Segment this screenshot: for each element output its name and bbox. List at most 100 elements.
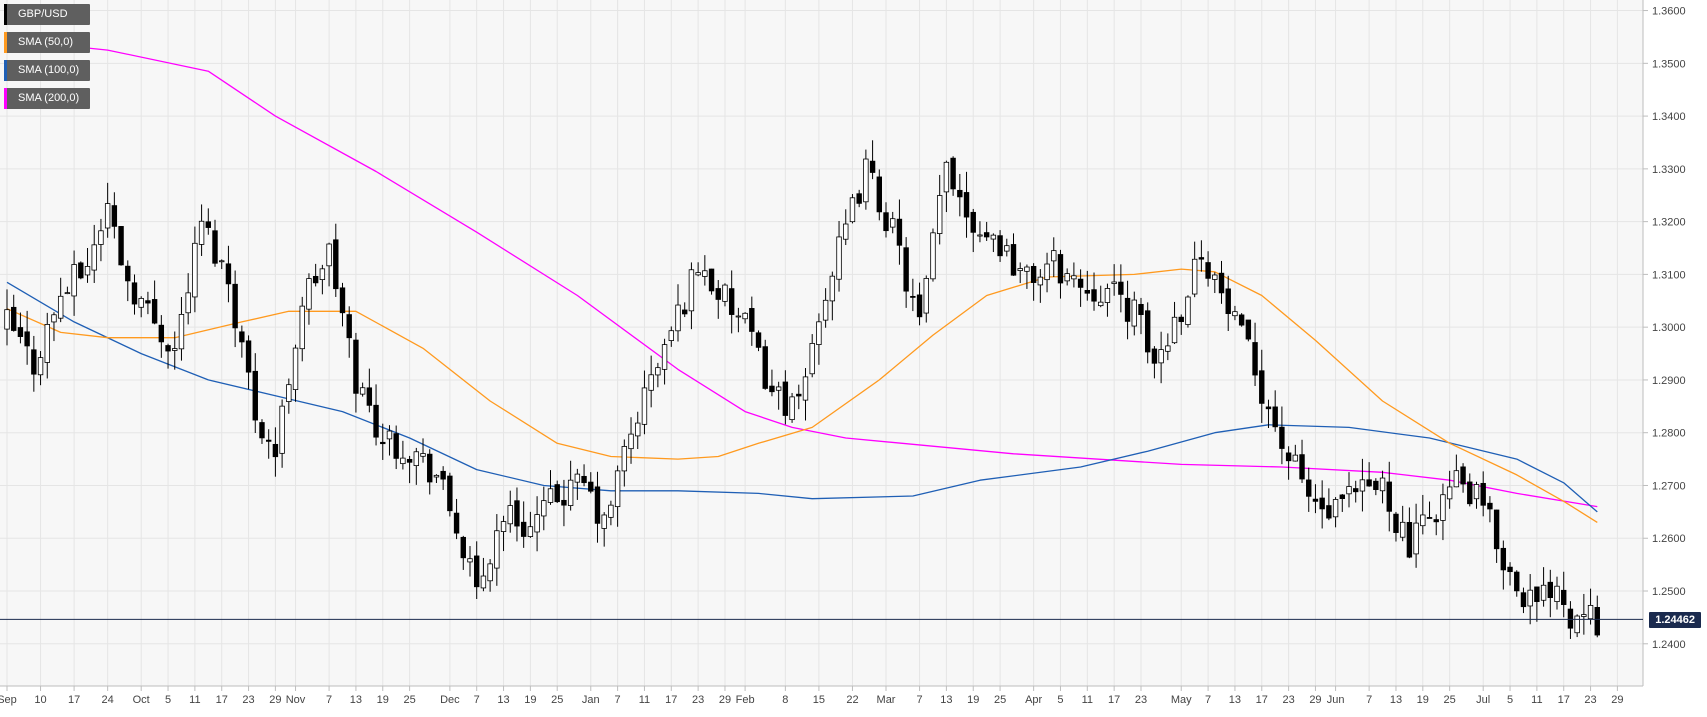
candle-down bbox=[588, 481, 594, 492]
candle-up bbox=[1399, 521, 1406, 538]
x-tick-label: 22 bbox=[846, 694, 858, 706]
y-tick-label: 1.2800 bbox=[1652, 428, 1686, 440]
candle-up bbox=[621, 446, 628, 472]
candle-down bbox=[903, 247, 909, 292]
x-tick-label: 29 bbox=[1611, 694, 1623, 706]
x-tick-label: 5 bbox=[1057, 694, 1063, 706]
candle-down bbox=[1265, 406, 1272, 410]
candle-down bbox=[1299, 454, 1305, 480]
x-tick-label: 23 bbox=[1135, 694, 1147, 706]
legend-item-sma-100[interactable]: SMA (100,0) bbox=[4, 60, 91, 81]
candle-up bbox=[829, 275, 836, 302]
candle-down bbox=[1326, 505, 1332, 519]
x-tick-label: 5 bbox=[165, 694, 171, 706]
x-tick-label: 5 bbox=[1507, 694, 1513, 706]
y-tick-label: 1.3400 bbox=[1652, 111, 1686, 123]
candle-up bbox=[890, 218, 896, 228]
x-tick-label: Jan bbox=[582, 694, 600, 706]
y-tick-label: 1.2700 bbox=[1652, 480, 1686, 492]
x-tick-label: 17 bbox=[68, 694, 80, 706]
candle-up bbox=[541, 500, 547, 517]
candle-down bbox=[1393, 513, 1399, 533]
candle-down bbox=[1567, 608, 1574, 629]
candle-down bbox=[1259, 370, 1265, 404]
x-tick-label: 25 bbox=[994, 694, 1006, 706]
candle-down bbox=[473, 555, 480, 588]
legend-item-sma-200[interactable]: SMA (200,0) bbox=[4, 88, 91, 109]
candle-up bbox=[413, 451, 420, 467]
candle-up bbox=[936, 195, 943, 234]
candle-up bbox=[789, 396, 795, 421]
candle-down bbox=[1272, 406, 1278, 428]
candle-up bbox=[1104, 288, 1111, 303]
x-tick-label: 29 bbox=[269, 694, 281, 706]
x-tick-label: 17 bbox=[1558, 694, 1570, 706]
x-tick-label: Dec bbox=[440, 694, 460, 706]
candle-up bbox=[635, 422, 641, 437]
candle-down bbox=[520, 521, 527, 537]
candle-up bbox=[990, 234, 997, 240]
candle-up bbox=[1574, 615, 1580, 634]
candle-down bbox=[131, 282, 138, 305]
candle-down bbox=[1010, 244, 1017, 276]
candle-down bbox=[728, 288, 735, 315]
chart-legend: GBP/USD SMA (50,0) SMA (100,0) SMA (200,… bbox=[4, 4, 91, 116]
candle-down bbox=[554, 484, 560, 503]
x-tick-label: 13 bbox=[940, 694, 952, 706]
candle-down bbox=[1386, 481, 1392, 512]
legend-item-sma-50[interactable]: SMA (50,0) bbox=[4, 32, 91, 53]
legend-item-gbpusd[interactable]: GBP/USD bbox=[4, 4, 91, 25]
candle-down bbox=[1373, 480, 1379, 490]
x-tick-label: Jun bbox=[1327, 694, 1345, 706]
candle-down bbox=[11, 306, 17, 331]
x-tick-label: Oct bbox=[133, 694, 150, 706]
x-tick-label: 19 bbox=[967, 694, 979, 706]
x-tick-label: 24 bbox=[102, 694, 114, 706]
candle-up bbox=[1191, 258, 1198, 295]
candle-down bbox=[896, 218, 903, 246]
x-tick-label: Mar bbox=[877, 694, 896, 706]
x-tick-label: 7 bbox=[474, 694, 480, 706]
candle-up bbox=[1440, 494, 1446, 521]
candle-up bbox=[1554, 585, 1560, 602]
x-tick-label: 7 bbox=[615, 694, 621, 706]
candle-up bbox=[1359, 479, 1366, 492]
candle-up bbox=[816, 321, 822, 345]
candle-up bbox=[1064, 273, 1070, 282]
candle-down bbox=[1145, 310, 1151, 353]
x-tick-label: 23 bbox=[242, 694, 254, 706]
candle-up bbox=[198, 220, 205, 245]
candle-up bbox=[98, 230, 104, 245]
candle-up bbox=[91, 244, 97, 271]
candle-up bbox=[1527, 589, 1533, 607]
candle-down bbox=[715, 288, 721, 300]
candle-down bbox=[1493, 509, 1500, 550]
candle-down bbox=[393, 433, 399, 459]
x-tick-label: 7 bbox=[326, 694, 332, 706]
x-tick-label: Apr bbox=[1025, 694, 1042, 706]
candle-down bbox=[1339, 494, 1345, 499]
candle-up bbox=[675, 304, 681, 332]
candle-up bbox=[655, 367, 661, 376]
candle-up bbox=[1071, 275, 1077, 280]
candle-down bbox=[1594, 607, 1600, 636]
x-tick-label: 11 bbox=[1082, 694, 1093, 706]
candle-down bbox=[24, 331, 30, 347]
candle-down bbox=[1487, 502, 1493, 510]
y-tick-label: 1.3500 bbox=[1652, 58, 1686, 70]
candle-down bbox=[427, 453, 433, 483]
candle-down bbox=[1366, 479, 1372, 487]
candle-up bbox=[494, 530, 500, 569]
candle-down bbox=[1198, 257, 1205, 260]
candle-down bbox=[561, 499, 567, 506]
candle-up bbox=[601, 514, 607, 529]
candle-up bbox=[487, 563, 493, 582]
y-tick-label: 1.2600 bbox=[1652, 533, 1686, 545]
x-tick-label: 17 bbox=[216, 694, 228, 706]
candle-up bbox=[306, 278, 312, 310]
x-tick-label: 13 bbox=[350, 694, 362, 706]
candle-down bbox=[1312, 498, 1319, 502]
candle-up bbox=[1158, 349, 1164, 364]
candle-up bbox=[500, 521, 507, 532]
